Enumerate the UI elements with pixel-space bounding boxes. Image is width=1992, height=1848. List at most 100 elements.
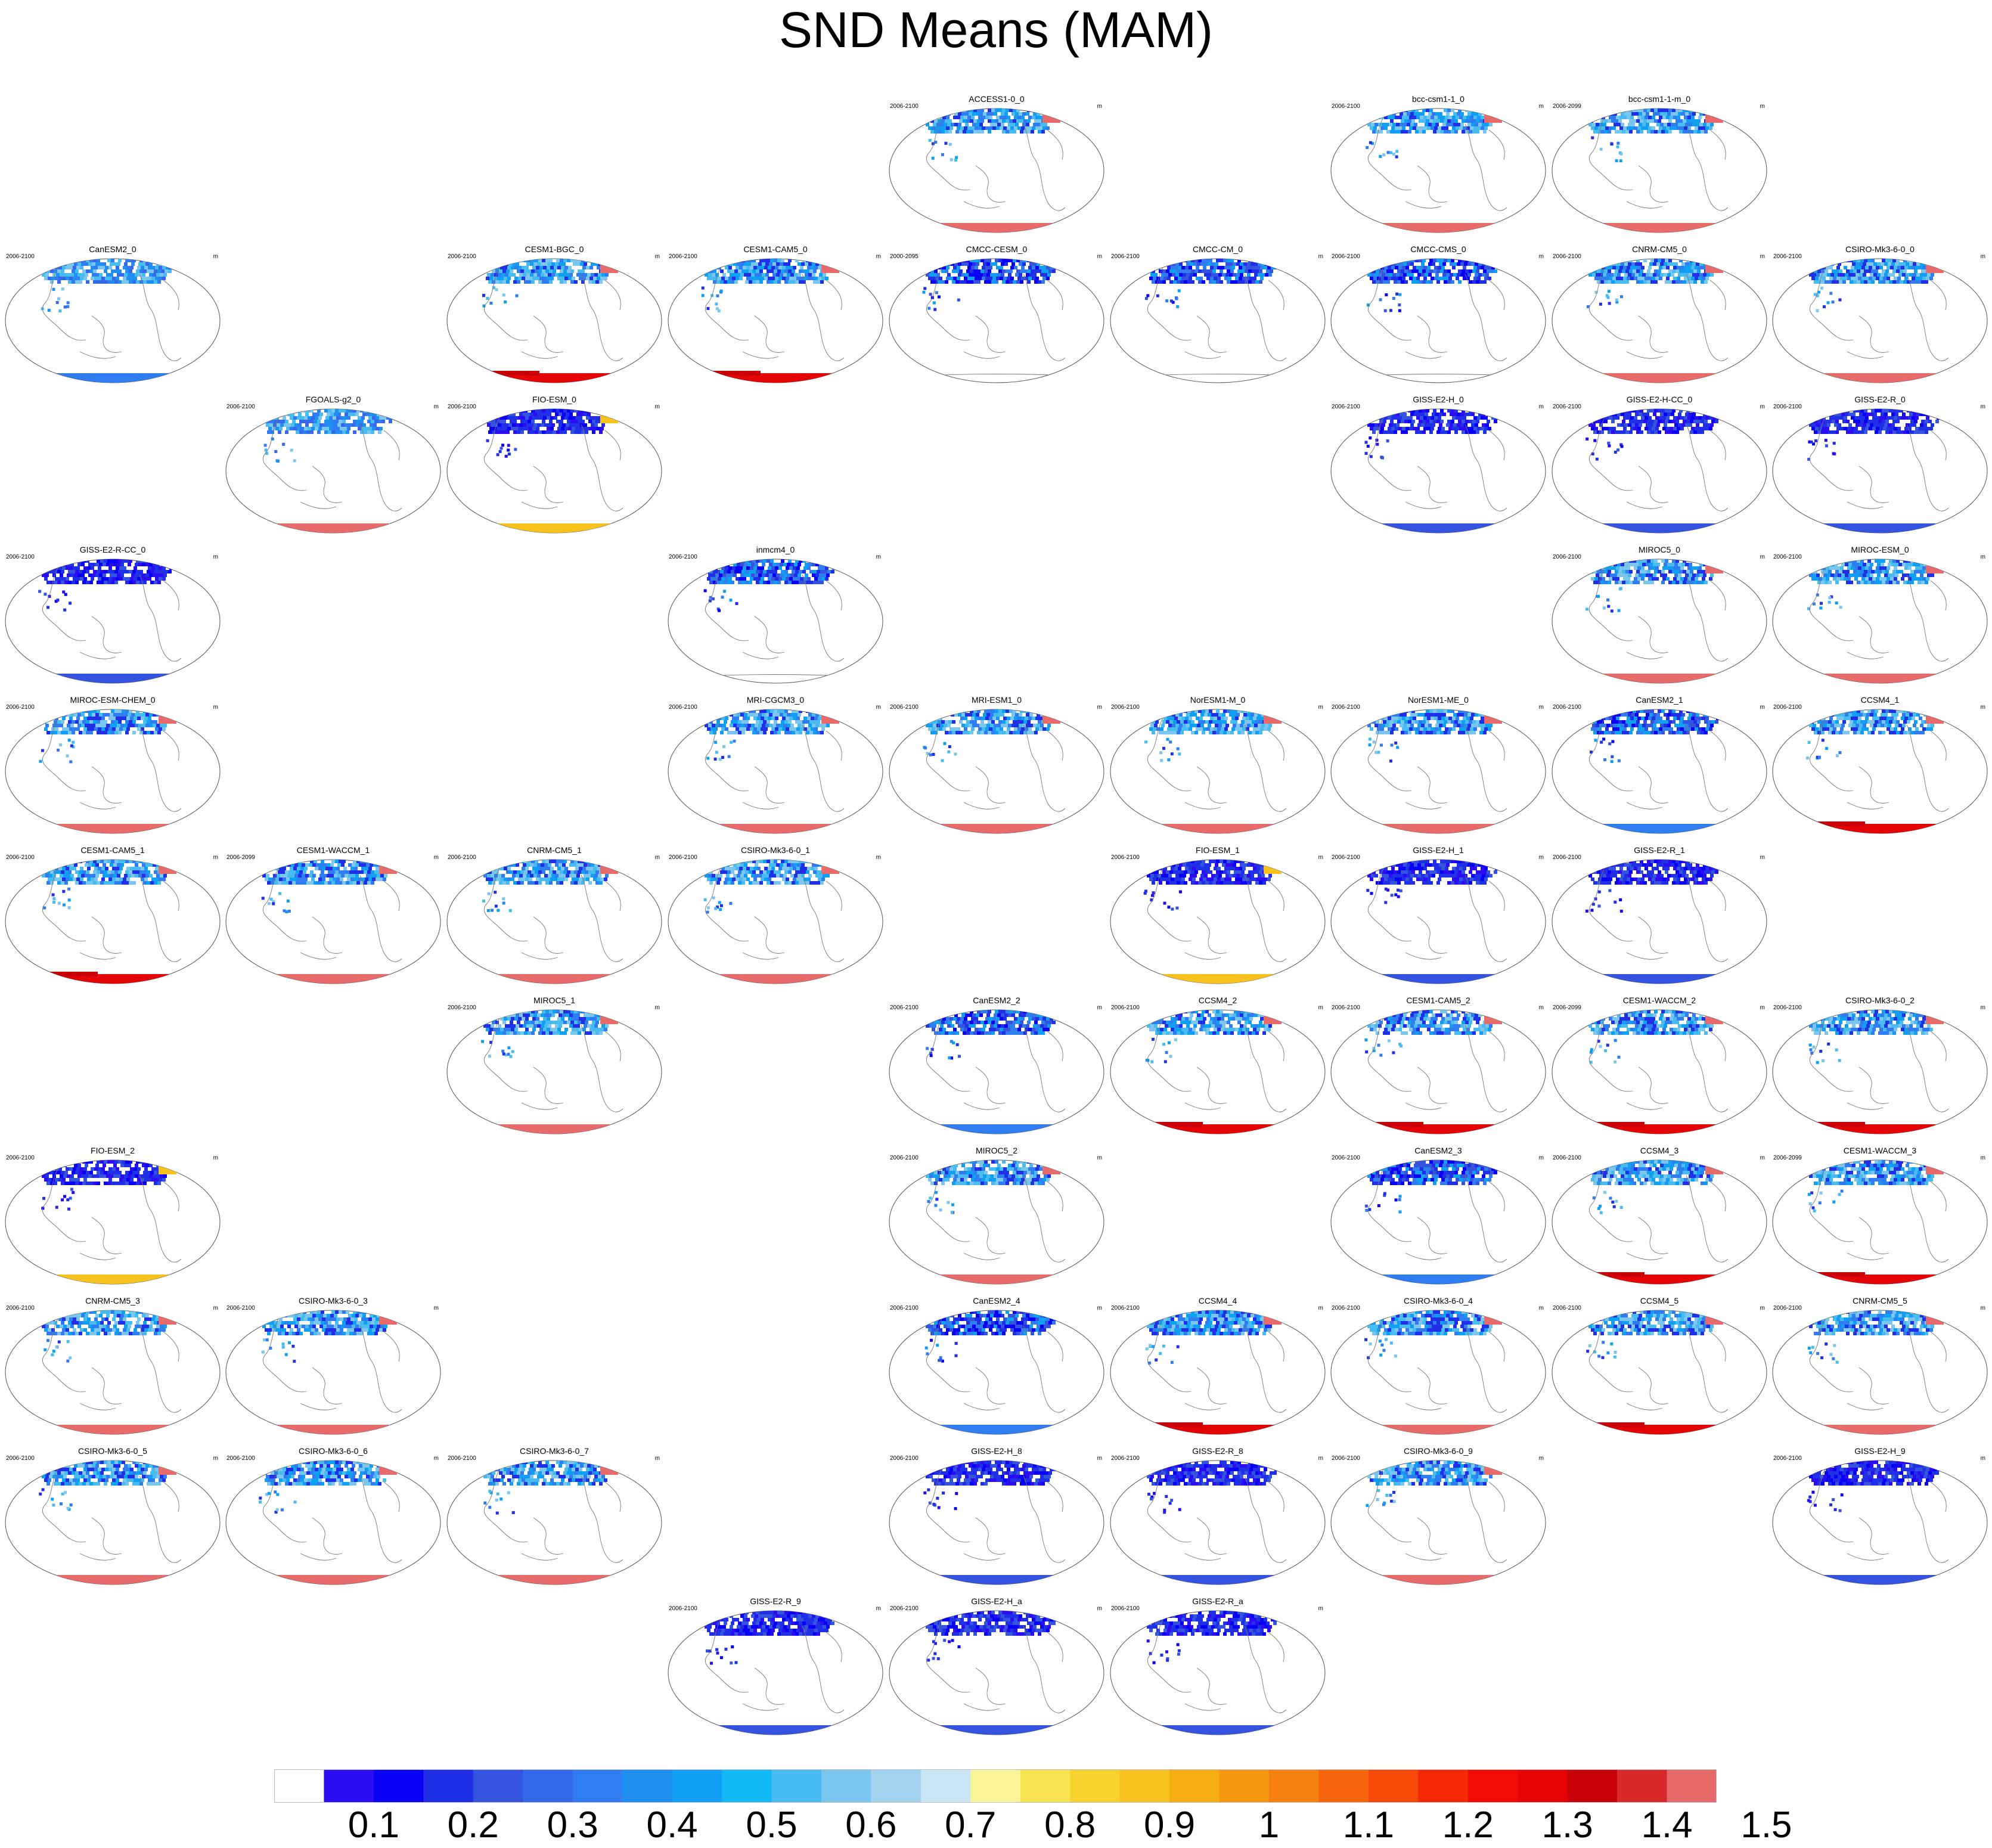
colorbar-swatch (473, 1769, 523, 1803)
panel-title: CNRM-CM5_1 (527, 845, 582, 855)
panel-years: 2006-2100 (669, 704, 697, 711)
panel-years: 2006-2100 (1773, 253, 1802, 260)
panel-units: m (213, 854, 218, 861)
panel-years: 2006-2100 (669, 854, 697, 861)
map-plot (1772, 1460, 1988, 1585)
map-plot (1330, 408, 1546, 534)
colorbar-swatch (1418, 1769, 1469, 1803)
panel-title: CanESM2_3 (1414, 1146, 1462, 1155)
colorbar-swatch (1518, 1769, 1568, 1803)
panel-title: CSIRO-Mk3-6-0_9 (1404, 1446, 1473, 1456)
panel-years: 2006-2100 (1332, 704, 1360, 711)
panel-units: m (1097, 253, 1102, 260)
panel-title: NorESM1-M_0 (1190, 695, 1246, 705)
panel-title: CanESM2_1 (1636, 695, 1683, 705)
panel-title: CCSM4_5 (1640, 1296, 1679, 1306)
colorbar-tick-label: 0.9 (1143, 1804, 1196, 1846)
panel-units: m (1538, 1455, 1544, 1462)
colorbar-tick-label: 0.4 (646, 1804, 698, 1846)
map-plot (1330, 1460, 1546, 1585)
map-panel: bcc-csm1-1_0 2006-2100 m (1328, 88, 1549, 236)
panel-units: m (1538, 1004, 1544, 1011)
colorbar-swatch (622, 1769, 673, 1803)
map-plot (1330, 108, 1546, 233)
map-plot (1110, 258, 1326, 383)
panel-title: CESM1-WACCM_1 (296, 845, 370, 855)
map-plot (1110, 1460, 1326, 1585)
colorbar-swatch (373, 1769, 424, 1803)
colorbar-tick-label: 0.6 (845, 1804, 897, 1846)
panel-years: 2006-2100 (1111, 1605, 1140, 1612)
map-plot (889, 1310, 1104, 1435)
colorbar-tick-label: 1.2 (1442, 1804, 1494, 1846)
panel-years: 2006-2100 (1553, 854, 1581, 861)
panel-title: GISS-E2-R_a (1192, 1596, 1243, 1606)
colorbar-swatch (1070, 1769, 1121, 1803)
panel-title: CSIRO-Mk3-6-0_2 (1845, 996, 1915, 1005)
colorbar-tick-label: 1 (1258, 1804, 1280, 1846)
map-panel: ACCESS1-0_0 2006-2100 m (886, 88, 1107, 236)
panel-units: m (1538, 103, 1544, 110)
map-panel: CanESM2_4 2006-2100 m (886, 1290, 1107, 1438)
map-plot (889, 258, 1104, 383)
panel-years: 2006-2100 (448, 1004, 476, 1011)
panel-years: 2006-2100 (6, 1455, 35, 1462)
panel-title: CNRM-CM5_3 (85, 1296, 140, 1306)
panel-units: m (1980, 1155, 1985, 1161)
panel-years: 2006-2100 (6, 854, 35, 861)
colorbar-swatch (274, 1769, 324, 1803)
map-panel: CSIRO-Mk3-6-0_2 2006-2100 m (1770, 990, 1990, 1137)
panel-units: m (1097, 1305, 1102, 1311)
panel-title: CNRM-CM5_5 (1853, 1296, 1907, 1306)
panel-years: 2006-2100 (890, 1305, 919, 1311)
panel-units: m (1980, 704, 1985, 711)
panel-units: m (1097, 1455, 1102, 1462)
panel-units: m (1760, 253, 1765, 260)
map-plot (5, 258, 221, 383)
map-plot (889, 1610, 1104, 1735)
panel-years: 2006-2100 (6, 1305, 35, 1311)
map-plot (668, 859, 883, 984)
map-panel: CanESM2_3 2006-2100 m (1328, 1140, 1549, 1288)
panel-units: m (1318, 854, 1323, 861)
panel-units: m (1760, 704, 1765, 711)
map-panel: GISS-E2-R_0 2006-2100 m (1770, 389, 1990, 537)
panel-title: FIO-ESM_1 (1196, 845, 1240, 855)
panel-units: m (1760, 1004, 1765, 1011)
panel-title: GISS-E2-R_9 (750, 1596, 801, 1606)
map-plot (1110, 709, 1326, 834)
panel-title: ACCESS1-0_0 (969, 94, 1025, 104)
panel-units: m (654, 1004, 660, 1011)
map-panel: CESM1-CAM5_1 2006-2100 m (2, 839, 223, 987)
panel-units: m (433, 854, 439, 861)
panel-title: CanESM2_0 (89, 244, 136, 254)
map-panel: CNRM-CM5_1 2006-2100 m (444, 839, 665, 987)
panel-title: GISS-E2-H_9 (1854, 1446, 1906, 1456)
panel-units: m (1760, 554, 1765, 560)
panel-title: CanESM2_2 (973, 996, 1020, 1005)
colorbar-tick-label: 1.5 (1740, 1804, 1792, 1846)
panel-years: 2006-2100 (1332, 1004, 1360, 1011)
map-plot (5, 859, 221, 984)
panel-years: 2006-2100 (890, 704, 919, 711)
map-plot (1330, 1009, 1546, 1134)
map-plot (668, 709, 883, 834)
map-plot (1772, 709, 1988, 834)
colorbar-tick-label: 0.7 (945, 1804, 997, 1846)
panel-title: inmcm4_0 (756, 545, 795, 554)
panel-title: CCSM4_3 (1640, 1146, 1679, 1155)
panel-units: m (1318, 1455, 1323, 1462)
panel-title: CSIRO-Mk3-6-0_7 (520, 1446, 589, 1456)
panel-units: m (654, 1455, 660, 1462)
panel-units: m (876, 704, 881, 711)
map-panel: CSIRO-Mk3-6-0_5 2006-2100 m (2, 1440, 223, 1588)
panel-years: 2006-2099 (1553, 1004, 1581, 1011)
map-panel: GISS-E2-H_a 2006-2100 m (886, 1590, 1107, 1738)
map-plot (1110, 1009, 1326, 1134)
colorbar-tick-label: 0.8 (1044, 1804, 1096, 1846)
map-plot (1552, 408, 1767, 534)
panel-units: m (1760, 103, 1765, 110)
map-plot (446, 408, 662, 534)
map-plot (5, 559, 221, 684)
panel-years: 2006-2100 (1332, 1455, 1360, 1462)
